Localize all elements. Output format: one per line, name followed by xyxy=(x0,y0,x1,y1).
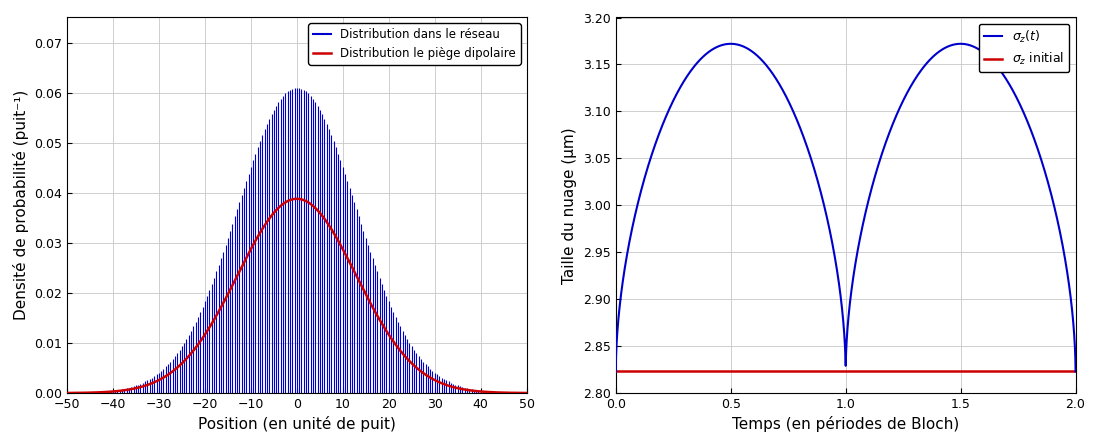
Y-axis label: Taille du nuage (μm): Taille du nuage (μm) xyxy=(562,127,578,283)
Legend: Distribution dans le réseau, Distribution le piège dipolaire: Distribution dans le réseau, Distributio… xyxy=(309,24,520,65)
Y-axis label: Densité de probabilité (puit⁻¹): Densité de probabilité (puit⁻¹) xyxy=(12,90,29,320)
X-axis label: Position (en unité de puit): Position (en unité de puit) xyxy=(198,417,395,433)
Legend: $\sigma_z(t)$, $\sigma_z$ initial: $\sigma_z(t)$, $\sigma_z$ initial xyxy=(978,24,1069,72)
X-axis label: Temps (en périodes de Bloch): Temps (en périodes de Bloch) xyxy=(732,417,960,433)
